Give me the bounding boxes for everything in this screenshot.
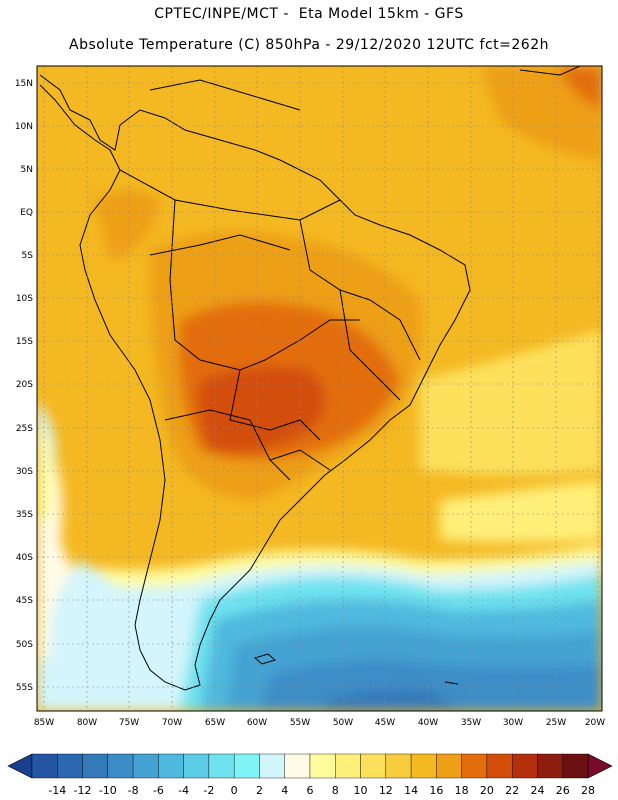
lat-label: 50S: [16, 640, 33, 650]
lat-label: 45S: [16, 596, 33, 606]
latitude-axis: 15N 10N 5N EQ 5S 10S 15S 20S 25S 30S 35S…: [15, 79, 33, 693]
lon-label: 70W: [162, 718, 182, 728]
colorbar-cell: [486, 753, 513, 779]
colorbar-tick-label: 20: [480, 784, 494, 797]
temperature-field: [37, 66, 602, 711]
lat-label: 55S: [16, 683, 33, 693]
lon-label: 65W: [205, 718, 225, 728]
lat-label: 15S: [16, 337, 33, 347]
colorbar-tick-label: 2: [256, 784, 263, 797]
chart-title-line1: CPTEC/INPE/MCT - Eta Model 15km - GFS: [154, 6, 464, 22]
colorbar-cell: [183, 753, 210, 779]
colorbar-cell: [335, 753, 361, 779]
lat-label: 10N: [15, 122, 33, 132]
colorbar-cell: [233, 753, 260, 779]
lat-label: EQ: [20, 208, 33, 218]
lon-label: 60W: [247, 718, 267, 728]
chart-title-line2: Absolute Temperature (C) 850hPa - 29/12/…: [69, 37, 549, 53]
colorbar-tick-label: -14: [48, 784, 66, 797]
colorbar-cell: [208, 753, 235, 779]
colorbar-tick-label: 24: [530, 784, 544, 797]
colorbar-cell: [31, 753, 58, 779]
colorbar-tick-label: 0: [231, 784, 238, 797]
colorbar-tick-label: -12: [74, 784, 92, 797]
colorbar-cell: [259, 753, 285, 779]
colorbar-tick-label: 18: [455, 784, 469, 797]
colorbar-tick-label: -10: [99, 784, 117, 797]
colorbar-cell: [436, 753, 462, 779]
lon-label: 80W: [77, 718, 97, 728]
colorbar-tick-label: 6: [307, 784, 314, 797]
lon-label: 85W: [34, 718, 54, 728]
colorbar-cell: [57, 753, 83, 779]
colorbar-tick-label: 16: [429, 784, 443, 797]
colorbar-cell: [511, 753, 538, 779]
colorbar-cell: [385, 753, 412, 779]
map-frame: [36, 65, 603, 712]
colorbar: -14 -12 -10 -8 -6 -4 -2 0 2 4 6 8 10 12 14 16 18 20 22 24 26…: [7, 753, 613, 797]
colorbar-cell: [309, 753, 336, 779]
colorbar-tick-label: -2: [203, 784, 214, 797]
lon-label: 35W: [461, 718, 481, 728]
colorbar-cell: [158, 753, 184, 779]
colorbar-cell: [537, 753, 563, 779]
lon-label: 20W: [585, 718, 605, 728]
colorbar-tick-label: -6: [153, 784, 164, 797]
lat-label: 25S: [16, 424, 33, 434]
colorbar-cell: [284, 753, 311, 779]
colorbar-left-arrow: [7, 753, 33, 779]
lat-label: 40S: [16, 553, 33, 563]
lat-label: 20S: [16, 380, 33, 390]
colorbar-tick-label: 8: [332, 784, 339, 797]
colorbar-cell: [107, 753, 134, 779]
colorbar-tick-label: 10: [354, 784, 368, 797]
lon-label: 30W: [503, 718, 523, 728]
colorbar-tick-label: 26: [556, 784, 570, 797]
colorbar-tick-label: 28: [581, 784, 595, 797]
lon-label: 45W: [375, 718, 395, 728]
colorbar-tick-label: -8: [128, 784, 139, 797]
lon-label: 25W: [546, 718, 566, 728]
lon-label: 40W: [418, 718, 438, 728]
lon-label: 50W: [333, 718, 353, 728]
colorbar-cell: [360, 753, 387, 779]
colorbar-tick-label: 12: [379, 784, 393, 797]
colorbar-cell: [82, 753, 109, 779]
lat-label: 5S: [22, 251, 34, 261]
colorbar-cell: [132, 753, 159, 779]
gridlines: [37, 66, 602, 711]
lat-label: 10S: [16, 294, 33, 304]
lat-label: 15N: [15, 79, 33, 89]
lon-label: 55W: [290, 718, 310, 728]
colorbar-tick-label: 14: [404, 784, 418, 797]
colorbar-tick-label: 22: [505, 784, 519, 797]
colorbar-tick-label: 4: [281, 784, 288, 797]
lat-label: 5N: [21, 165, 33, 175]
colorbar-cell: [562, 753, 589, 779]
colorbar-cell: [410, 753, 437, 779]
coastlines: [39, 66, 581, 691]
lat-label: 35S: [16, 510, 33, 520]
lon-label: 75W: [119, 718, 139, 728]
longitude-axis: 85W 80W 75W 70W 65W 60W 55W 50W 45W 40W …: [34, 718, 605, 728]
colorbar-tick-label: -4: [178, 784, 189, 797]
colorbar-cell: [461, 753, 488, 779]
lat-label: 30S: [16, 467, 33, 477]
colorbar-right-arrow: [587, 753, 613, 779]
